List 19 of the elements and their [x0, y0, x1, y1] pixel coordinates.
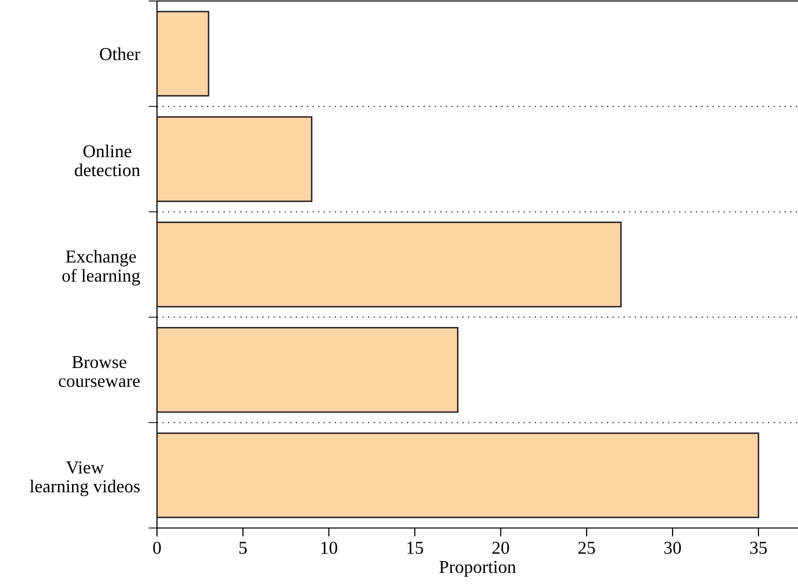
y-tick-label: Browse courseware: [58, 356, 140, 388]
bar: [157, 327, 458, 413]
x-tick-label: 35: [750, 542, 767, 554]
x-axis-title: Proportion: [439, 560, 516, 577]
bar: [157, 432, 760, 518]
y-tick-label: Online detection: [74, 144, 140, 176]
bar: [157, 116, 312, 202]
y-tick-label: Other: [100, 47, 140, 60]
x-tick-label: 15: [407, 542, 424, 554]
x-tick-label: 25: [578, 542, 595, 554]
y-tick-label: Exchange of learning: [62, 250, 140, 286]
x-tick-label: 20: [492, 542, 510, 554]
bar: [157, 10, 210, 97]
x-tick-label: 0: [153, 542, 161, 554]
bar: [157, 222, 622, 308]
y-tick-label: View learning videos: [30, 461, 140, 496]
x-tick-label: 10: [321, 542, 338, 554]
x-tick-label: 5: [239, 542, 247, 554]
x-tick-label: 30: [664, 542, 681, 554]
